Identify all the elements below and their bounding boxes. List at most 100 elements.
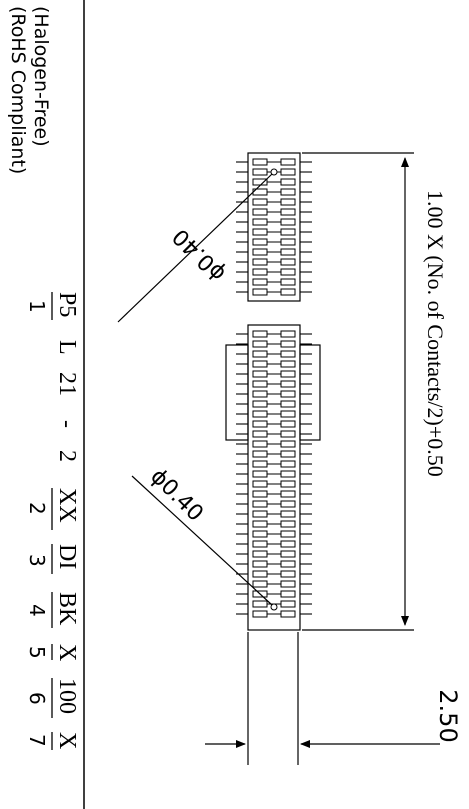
pin-pad-left — [252, 570, 268, 578]
pin-pad-left — [252, 278, 268, 286]
pin-pad-right — [280, 530, 296, 538]
pn-seg-6: XX — [54, 488, 80, 523]
pin-pad-right — [280, 550, 296, 558]
pin-pad-right — [280, 380, 296, 388]
pn-index-5: 5 — [25, 646, 49, 659]
pin-pad-right — [280, 480, 296, 488]
pin-pad-left — [252, 500, 268, 508]
pin-pad-left — [252, 208, 268, 216]
pin-pad-left — [252, 380, 268, 388]
pin-pad-left — [252, 550, 268, 558]
pin-pad-left — [252, 218, 268, 226]
pn-seg-5: 2 — [54, 450, 80, 462]
pin-pad-right — [280, 350, 296, 358]
pin-pad-left — [252, 228, 268, 236]
pin-pad-right — [280, 570, 296, 578]
pin-pad-right — [280, 510, 296, 518]
pn-seg-3: 21 — [54, 372, 80, 396]
pin-pad-right — [280, 460, 296, 468]
pin-pad-left — [252, 450, 268, 458]
length-formula: 1.00 X (No. of Contacts/2)+0.50 — [423, 190, 448, 477]
pin-pad-left — [252, 520, 268, 528]
halogen-label: (Halogen-Free) — [30, 6, 52, 147]
pn-seg-9: X — [54, 644, 80, 661]
pin-pad-left — [252, 340, 268, 348]
pn-index-4: 4 — [25, 604, 49, 617]
width-dimension — [205, 632, 440, 765]
pin-pad-right — [280, 600, 296, 608]
connector-body — [225, 152, 321, 631]
pin-pad-left — [252, 480, 268, 488]
pin-pad-left — [252, 248, 268, 256]
pin-pad-right — [280, 158, 296, 166]
pin-pad-right — [280, 400, 296, 408]
pin-pad-left — [252, 198, 268, 206]
pin-pad-right — [280, 610, 296, 618]
pin-pad-left — [252, 258, 268, 266]
pin-pad-left — [252, 268, 268, 276]
pn-index-6: 6 — [25, 692, 49, 705]
pin-pad-left — [252, 158, 268, 166]
pin-pad-left — [252, 610, 268, 618]
rohs-label: (RoHS Compliant) — [7, 6, 29, 174]
pin-pad-right — [280, 440, 296, 448]
leader-top — [117, 173, 273, 323]
pin-pad-right — [280, 540, 296, 548]
hole-top-label: ϕ0.40 — [168, 223, 231, 286]
pin-pad-right — [280, 258, 296, 266]
pin-pad-right — [280, 500, 296, 508]
pin-pad-left — [252, 460, 268, 468]
pin-pad-left — [252, 390, 268, 398]
pin-pad-right — [280, 248, 296, 256]
pin-pad-right — [280, 490, 296, 498]
pin-pad-left — [252, 288, 268, 296]
pin-pad-right — [280, 178, 296, 186]
length-dimension — [302, 152, 414, 631]
width-label: 2.50 — [434, 689, 462, 742]
pin-pad-right — [280, 370, 296, 378]
pn-index-7: 7 — [25, 734, 49, 747]
pin-pad-left — [252, 410, 268, 418]
pin-pad-left — [252, 178, 268, 186]
pn-index-3: 3 — [25, 554, 49, 567]
pin-pad-left — [252, 430, 268, 438]
pin-pad-left — [252, 510, 268, 518]
pin-pad-right — [280, 470, 296, 478]
pin-pad-right — [280, 168, 296, 176]
pin-pad-right — [280, 450, 296, 458]
pin-pad-left — [252, 420, 268, 428]
pin-pad-right — [280, 198, 296, 206]
pin-pad-right — [280, 430, 296, 438]
pin-pad-right — [280, 420, 296, 428]
pin-pad-left — [252, 168, 268, 176]
hole-top — [270, 168, 278, 176]
pn-index-2: 2 — [25, 502, 49, 515]
pin-pad-left — [252, 330, 268, 338]
pin-pad-right — [280, 410, 296, 418]
pin-pad-left — [252, 470, 268, 478]
pin-pad-right — [280, 360, 296, 368]
pin-pad-right — [280, 218, 296, 226]
pn-seg-1: P5 — [54, 292, 80, 317]
pn-seg-7: DI — [54, 544, 80, 569]
pn-index-1: 1 — [25, 300, 49, 313]
pin-pad-left — [252, 540, 268, 548]
pin-pad-right — [280, 560, 296, 568]
pin-pad-left — [252, 400, 268, 408]
pin-pad-left — [252, 350, 268, 358]
part-number: P5 L 21 - 2 XX DI BK X 100 X 1 2 3 4 5 6… — [25, 292, 80, 750]
pin-pad-right — [280, 330, 296, 338]
pin-pad-right — [280, 238, 296, 246]
pin-pad-right — [280, 208, 296, 216]
pin-pad-right — [280, 288, 296, 296]
pin-pad-right — [280, 520, 296, 528]
pn-seg-4: - — [54, 420, 80, 428]
pin-pad-left — [252, 530, 268, 538]
pin-pad-left — [252, 560, 268, 568]
pin-pad-right — [280, 340, 296, 348]
pin-pad-left — [252, 238, 268, 246]
pin-pad-right — [280, 278, 296, 286]
pin-pad-right — [280, 228, 296, 236]
pin-pad-right — [280, 390, 296, 398]
